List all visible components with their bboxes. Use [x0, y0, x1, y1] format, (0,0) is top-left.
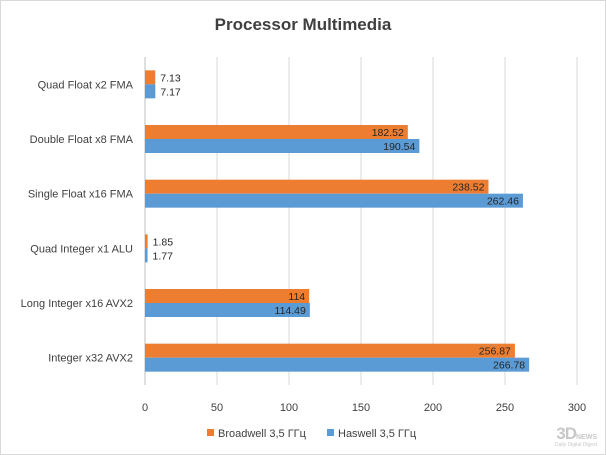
chart-title: Processor Multimedia — [215, 15, 392, 34]
bar-haswell — [145, 248, 148, 263]
data-label: 7.13 — [160, 72, 181, 84]
tick-labels: 0 50 100 150 200 250 300 — [142, 402, 586, 414]
legend-label: Broadwell 3,5 ГГц — [218, 428, 307, 440]
x-tick-label: 0 — [142, 402, 148, 414]
x-tick-label: 100 — [280, 402, 298, 414]
x-tick-label: 50 — [211, 402, 223, 414]
watermark-sub: Daily Digital Digest — [555, 442, 597, 448]
data-label: 114.49 — [275, 305, 306, 317]
watermark-main: 3D — [556, 424, 577, 443]
bar-broadwell — [145, 289, 310, 303]
legend-label: Haswell 3,5 ГГц — [338, 428, 417, 440]
x-tick-label: 300 — [568, 402, 586, 414]
category-labels: Quad Float x2 FMA Double Float x8 FMA Sing… — [21, 79, 134, 364]
data-label: 256.87 — [479, 346, 511, 358]
bar-haswell — [145, 139, 420, 153]
gridlines — [144, 57, 578, 385]
bar-broadwell — [145, 70, 156, 85]
bar-haswell — [145, 84, 156, 99]
x-tick-label: 200 — [424, 402, 442, 414]
watermark-logo: 3DNEWS Daily Digital Digest — [555, 424, 597, 448]
category-label: Double Float x8 FMA — [30, 134, 134, 146]
x-tick-label: 250 — [496, 402, 514, 414]
data-label: 1.77 — [153, 250, 174, 262]
data-label: 7.17 — [160, 86, 181, 98]
category-label: Integer x32 AVX2 — [48, 353, 133, 365]
bar-broadwell — [145, 179, 489, 194]
bar-broadwell — [145, 125, 408, 139]
legend: Broadwell 3,5 ГГц Haswell 3,5 ГГц — [207, 428, 417, 440]
bar-broadwell — [145, 234, 148, 249]
legend-swatch — [207, 429, 214, 436]
data-label: 190.54 — [383, 141, 415, 153]
bar-haswell — [145, 303, 310, 317]
data-label: 238.52 — [452, 182, 484, 194]
bar-haswell — [145, 193, 523, 208]
data-label: 262.46 — [487, 196, 519, 208]
bar-haswell — [145, 357, 530, 372]
category-label: Single Float x16 FMA — [28, 189, 134, 201]
watermark-news: NEWS — [576, 434, 597, 441]
legend-swatch — [327, 429, 334, 436]
bar-broadwell — [145, 343, 515, 358]
category-label: Quad Integer x1 ALU — [30, 243, 133, 255]
data-label: 182.52 — [372, 127, 404, 139]
bars — [145, 70, 530, 372]
category-label: Long Integer x16 AVX2 — [21, 298, 133, 310]
x-tick-label: 150 — [352, 402, 370, 414]
data-label: 1.85 — [153, 236, 174, 248]
data-label: 114 — [288, 291, 305, 303]
category-label: Quad Float x2 FMA — [38, 79, 134, 91]
data-label: 266.78 — [493, 360, 525, 372]
